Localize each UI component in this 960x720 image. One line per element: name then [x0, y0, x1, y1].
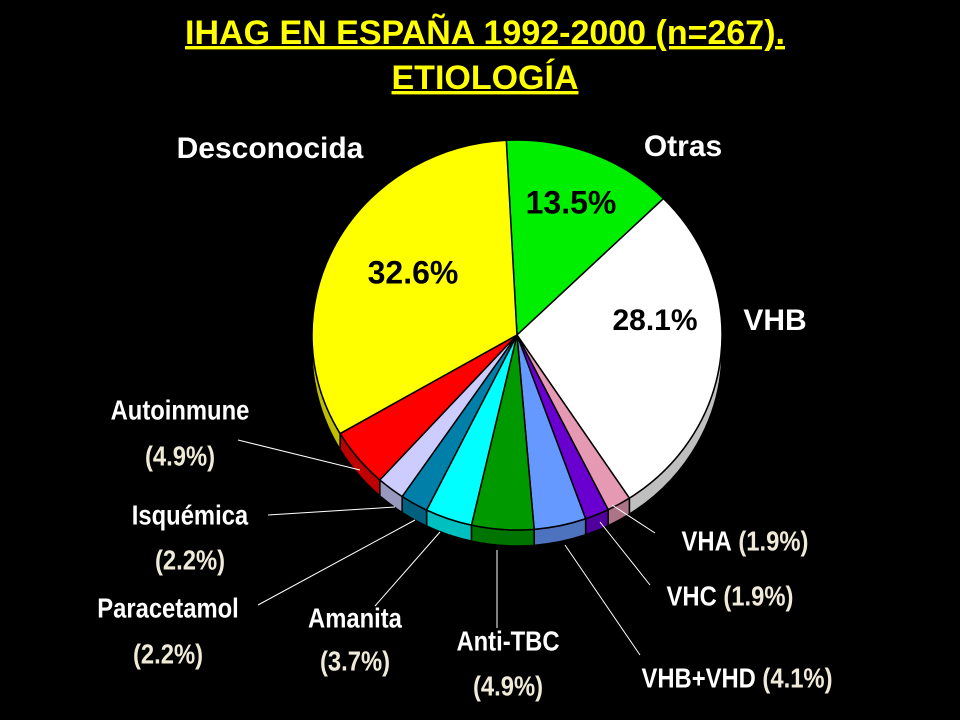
value-label: (4.1%) — [762, 662, 832, 694]
category-label: VHB — [743, 304, 806, 337]
leader-line — [237, 439, 361, 471]
value-label: 13.5% — [526, 184, 617, 220]
value-label: (2.2%) — [133, 638, 203, 670]
category-label: Isquémica — [132, 499, 249, 531]
category-label: Otras — [644, 130, 722, 163]
category-label: Paracetamol — [97, 592, 238, 624]
pie-slice — [516, 197, 723, 500]
leader-line — [257, 519, 416, 606]
value-label: 32.6% — [368, 254, 459, 290]
category-label: Desconocida — [177, 132, 364, 165]
chart-title: ETIOLOGÍA — [392, 59, 579, 97]
value-label: (1.9%) — [738, 525, 808, 557]
slice-label: VHB+VHD (4.1%) — [641, 662, 832, 694]
value-label: (1.9%) — [723, 580, 793, 612]
pie-slice — [311, 139, 518, 435]
category-label: VHB+VHD — [641, 662, 755, 694]
leader-line — [267, 506, 396, 516]
category-label: Autoinmune — [111, 394, 250, 426]
slice-label: VHC (1.9%) — [667, 580, 794, 612]
category-label: Amanita — [308, 602, 402, 634]
leader-line — [611, 504, 656, 534]
space — [717, 580, 724, 612]
space — [732, 525, 739, 557]
leader-line — [564, 544, 641, 656]
value-label: (2.2%) — [155, 544, 225, 576]
value-label: (3.7%) — [320, 645, 390, 677]
value-label: 28.1% — [612, 304, 697, 337]
leader-line — [599, 521, 651, 586]
space — [756, 662, 763, 694]
value-label: (4.9%) — [145, 440, 215, 472]
value-label: (4.9%) — [473, 670, 543, 702]
category-label: Anti-TBC — [456, 625, 559, 657]
category-label: VHA — [682, 525, 732, 557]
category-label: VHC — [667, 580, 717, 612]
leader-line — [374, 531, 441, 607]
pie-slice — [505, 139, 665, 337]
slice-label: VHA (1.9%) — [682, 525, 809, 557]
chart-title: IHAG EN ESPAÑA 1992-2000 (n=267). — [185, 14, 785, 52]
